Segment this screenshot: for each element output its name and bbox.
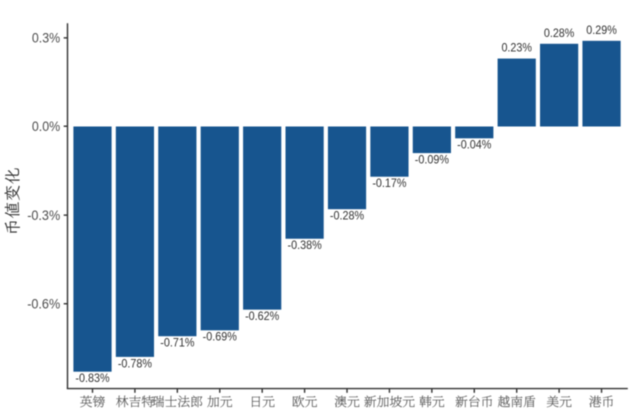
svg-text:0.29%: 0.29% — [586, 23, 617, 37]
svg-text:-0.3%: -0.3% — [27, 208, 60, 223]
svg-text:0.0%: 0.0% — [32, 119, 60, 134]
svg-text:-0.28%: -0.28% — [330, 209, 364, 223]
svg-text:-0.71%: -0.71% — [160, 336, 194, 350]
svg-text:-0.17%: -0.17% — [372, 176, 406, 190]
svg-text:-0.38%: -0.38% — [288, 238, 322, 252]
svg-text:-0.09%: -0.09% — [415, 152, 449, 166]
svg-text:0.28%: 0.28% — [544, 26, 575, 40]
svg-text:-0.78%: -0.78% — [118, 356, 152, 370]
svg-text:0.23%: 0.23% — [501, 41, 532, 55]
svg-text:-0.62%: -0.62% — [245, 309, 279, 323]
svg-text:-0.6%: -0.6% — [27, 296, 60, 311]
svg-text:0.3%: 0.3% — [32, 31, 60, 46]
svg-text:-0.69%: -0.69% — [203, 330, 237, 344]
svg-text:-0.83%: -0.83% — [75, 371, 109, 385]
svg-text:-0.04%: -0.04% — [457, 138, 491, 152]
